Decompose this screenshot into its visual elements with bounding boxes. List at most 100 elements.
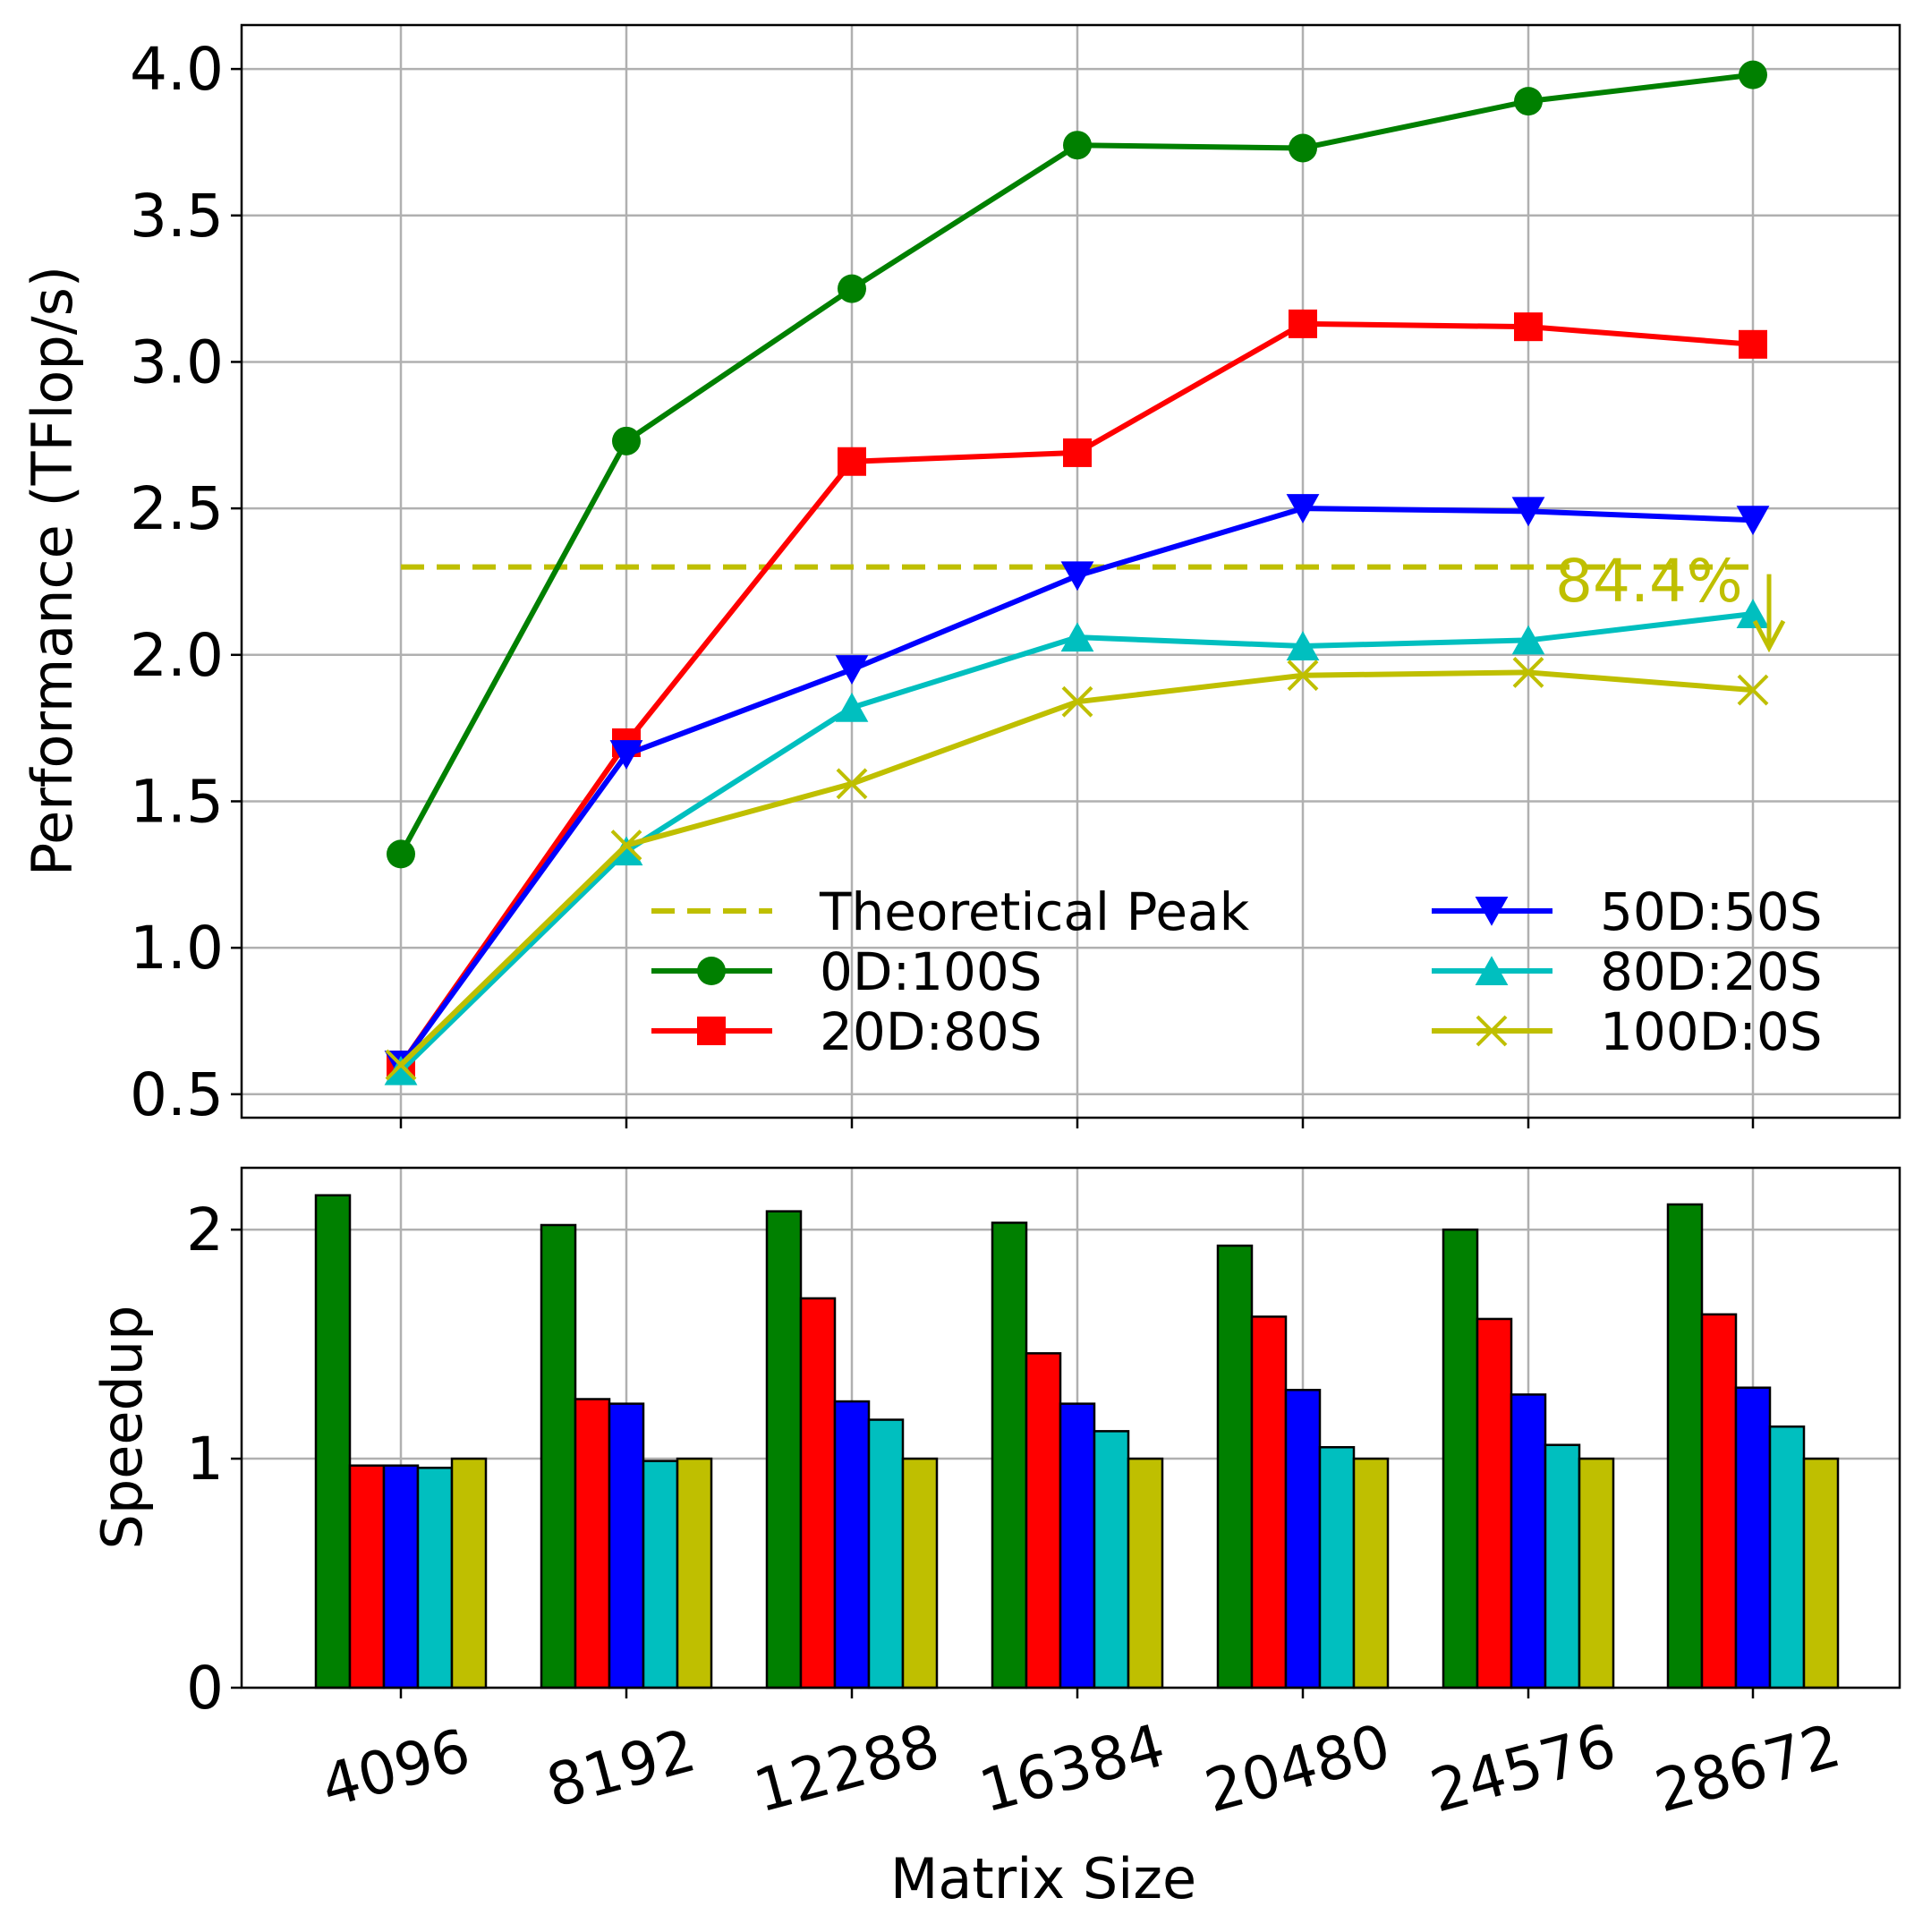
triangle-down-marker [835, 655, 869, 685]
x-marker [1512, 657, 1544, 688]
performance-y-axis: 0.5 1.0 1.5 2.0 2.5 3.0 3.5 4.0 [130, 35, 242, 1129]
circle-marker [612, 426, 641, 455]
speedup-bar [833, 1400, 871, 1689]
speedup-y-axis-title: Speedup [89, 1305, 155, 1549]
y-tick-label: 1.0 [130, 914, 224, 983]
y-tick-label: 2.5 [130, 474, 224, 543]
triangle-down-marker [1060, 561, 1094, 592]
speedup-bar [450, 1457, 488, 1689]
bar-series-50D:50S [382, 1386, 1772, 1689]
speedup-bar [1284, 1389, 1322, 1689]
square-marker [1063, 438, 1092, 467]
triangle-up-marker [1286, 631, 1320, 660]
legend-item: 20D:80S [651, 1001, 1042, 1062]
speedup-bar [1476, 1317, 1513, 1689]
speedup-bar [799, 1297, 837, 1689]
x-marker [1287, 660, 1319, 692]
bar-series-100D:0S [450, 1457, 1840, 1689]
x-marker [385, 1049, 417, 1081]
peak-percentage-label: 84.4% [1555, 547, 1743, 616]
speedup-bar [382, 1464, 420, 1689]
speedup-bar [1666, 1203, 1704, 1689]
speedup-bar [1025, 1352, 1062, 1689]
legend-label: 0D:100S [820, 941, 1042, 1002]
triangle-up-marker [384, 1055, 418, 1085]
speedup-bar [676, 1457, 713, 1689]
square-marker [1514, 312, 1543, 342]
triangle-down-marker [1511, 497, 1545, 527]
speedup-bar [608, 1402, 645, 1689]
x-tick-label: 12288 [747, 1711, 947, 1826]
speedup-bar [1510, 1393, 1547, 1689]
legend-label: 100D:0S [1600, 1001, 1823, 1062]
circle-marker [1739, 60, 1767, 89]
speedup-bar [1250, 1315, 1288, 1689]
speedup-bar [540, 1223, 577, 1689]
speedup-bar [642, 1460, 679, 1689]
speedup-bar [348, 1464, 386, 1689]
legend-item: 100D:0S [1432, 1001, 1823, 1062]
speedup-bar [901, 1457, 939, 1689]
y-tick-label: 2.0 [130, 621, 224, 690]
y-tick-label: 0 [186, 1654, 224, 1723]
speedup-y-axis: 0 1 2 [186, 1196, 242, 1723]
speedup-bars [314, 1194, 1840, 1689]
speedup-x-axis: 4096 8192 12288 16384 20480 24576 28672 [314, 1688, 1848, 1826]
speedup-bar [416, 1467, 454, 1689]
x-tick-label: 16384 [973, 1711, 1172, 1826]
speedup-bar [867, 1418, 905, 1689]
speedup-bar [1768, 1425, 1806, 1689]
speedup-bar [574, 1398, 611, 1689]
circle-marker [387, 839, 415, 869]
legend-item: 80D:20S [1432, 941, 1823, 1002]
x-marker [1737, 674, 1769, 706]
speedup-bar [1578, 1457, 1615, 1689]
y-tick-label: 3.5 [130, 182, 224, 251]
circle-marker [1289, 133, 1317, 163]
legend-label: Theoretical Peak [819, 881, 1250, 942]
speedup-bar [1700, 1313, 1738, 1689]
legend-item: 0D:100S [651, 941, 1042, 1002]
triangle-up-marker [1475, 956, 1509, 985]
legend-label: 20D:80S [820, 1001, 1042, 1062]
triangle-down-marker [1475, 897, 1509, 926]
performance-plot-frame [240, 23, 1901, 1119]
bar-series-80D:20S [416, 1418, 1806, 1689]
triangle-up-marker [1736, 599, 1770, 628]
square-marker [697, 1017, 726, 1045]
triangle-down-marker [609, 740, 643, 770]
circle-marker [838, 274, 866, 303]
speedup-bar [1352, 1457, 1390, 1689]
y-tick-label: 4.0 [130, 35, 224, 104]
series-100D:0S [385, 657, 1769, 1081]
square-marker [838, 447, 866, 476]
x-marker [1061, 685, 1093, 718]
circle-marker [1063, 131, 1092, 160]
series-0D:100S [387, 60, 1767, 869]
square-marker [1289, 309, 1317, 338]
triangle-up-marker [609, 836, 643, 866]
performance-gridlines [242, 25, 1900, 1118]
peak-arrow-head [1752, 619, 1786, 653]
legend-label: 50D:50S [1600, 881, 1823, 942]
legend-label: 80D:20S [1600, 941, 1823, 1002]
triangle-up-marker [1511, 625, 1545, 655]
circle-marker [697, 957, 726, 985]
peak-annotation: 84.4% [1555, 547, 1786, 653]
speedup-bar [1093, 1430, 1130, 1689]
y-tick-label: 1 [186, 1425, 224, 1494]
x-tick-label: 8192 [540, 1715, 702, 1821]
y-tick-label: 1.5 [130, 767, 224, 836]
speedup-bar [991, 1221, 1028, 1689]
speedup-bar [314, 1194, 352, 1689]
x-tick-label: 4096 [314, 1715, 477, 1821]
y-tick-label: 3.0 [130, 328, 224, 396]
circle-marker [1514, 87, 1543, 116]
bar-series-0D:100S [314, 1194, 1704, 1689]
speedup-bar [1442, 1228, 1479, 1689]
performance-x-ticks [399, 1118, 1755, 1128]
speedup-bar [1216, 1244, 1254, 1689]
speedup-bar [1734, 1386, 1772, 1689]
performance-y-axis-title: Performance (TFlop/s) [20, 266, 85, 876]
